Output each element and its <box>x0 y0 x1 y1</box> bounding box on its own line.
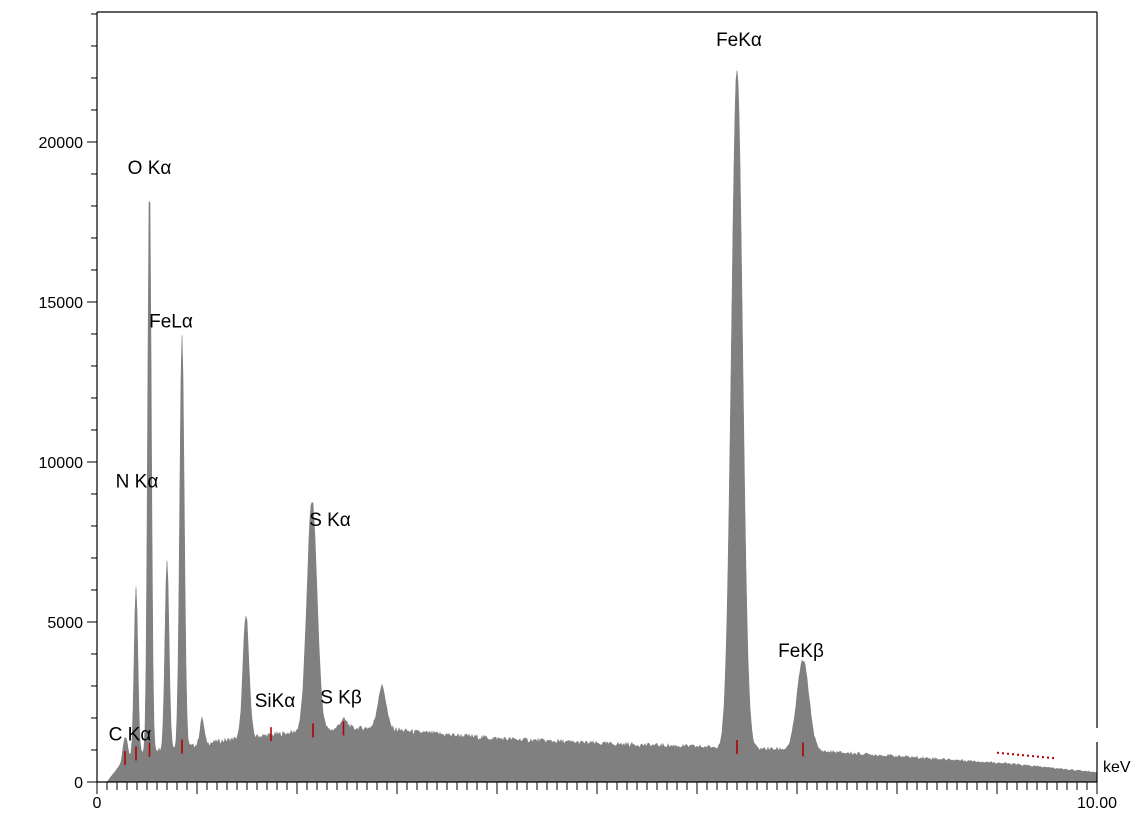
peak-label: S Kα <box>309 510 351 531</box>
peak-label: N Kα <box>116 472 159 493</box>
peak-label: S Kβ <box>320 688 362 709</box>
y-tick-label: 0 <box>74 775 83 792</box>
x-axis-unit-label: keV <box>1103 759 1131 776</box>
peak-labels: O Kα FeLα N Kα S Kα SiKα S Kβ C Kα FeKα FeKβ <box>109 30 824 745</box>
x-tick-label: 10.00 <box>1077 795 1117 812</box>
peak-label: FeLα <box>149 312 193 333</box>
x-tick-label: 0 <box>93 795 102 812</box>
spectrum-fill <box>97 71 1097 782</box>
peak-label: FeKα <box>716 30 762 51</box>
peak-label: C Kα <box>109 724 152 745</box>
y-tick-label: 15000 <box>39 295 84 312</box>
y-tick-label: 5000 <box>47 615 83 632</box>
y-tick-label: 10000 <box>39 455 84 472</box>
y-axis-tick-labels: 0 5000 10000 15000 20000 <box>39 135 84 792</box>
peak-label: SiKα <box>255 691 296 712</box>
x-axis-ticks <box>97 782 1097 794</box>
y-axis-ticks <box>87 14 97 782</box>
peak-label: O Kα <box>128 158 172 179</box>
x-axis-tick-labels: 0 10.00 <box>93 795 1118 812</box>
peak-label: FeKβ <box>778 641 824 662</box>
spectrum-area <box>97 71 1097 782</box>
y-tick-label: 20000 <box>39 135 84 152</box>
